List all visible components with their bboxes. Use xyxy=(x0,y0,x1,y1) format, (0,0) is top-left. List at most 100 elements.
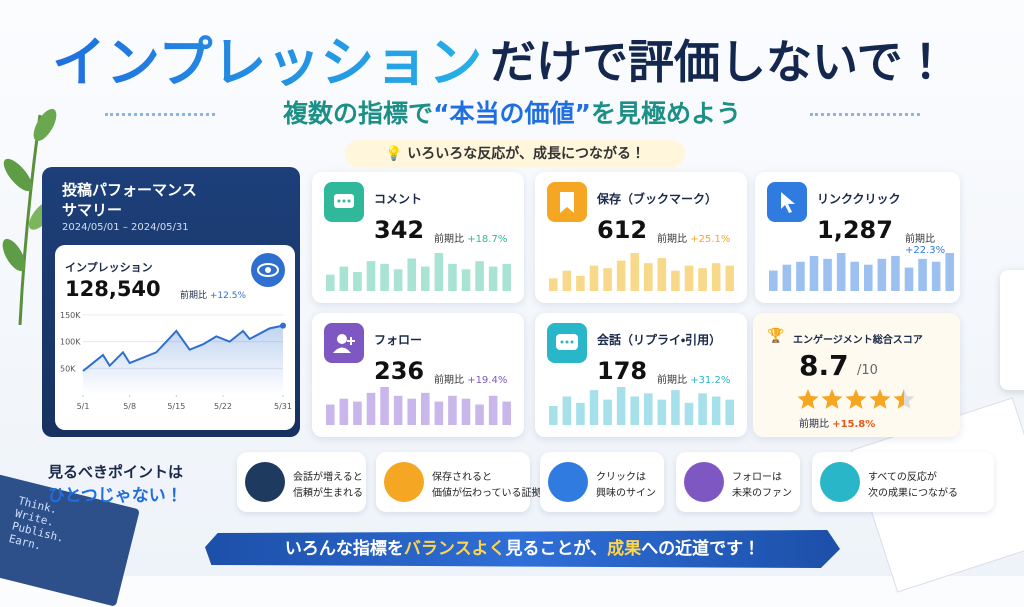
score-value: 8.7 xyxy=(799,349,849,382)
star xyxy=(797,389,819,409)
metric-value: 342 xyxy=(374,216,425,244)
point-icon xyxy=(684,462,724,502)
bar xyxy=(475,261,484,291)
metric-card: リンククリック 1,287 前期比 +22.3% xyxy=(755,172,960,303)
point-text: 価値が伝わっている証拠 xyxy=(432,488,542,499)
line xyxy=(82,324,284,372)
metric-change: 前期比 +25.1% xyxy=(657,230,730,245)
bar xyxy=(421,266,430,291)
bar xyxy=(380,387,389,425)
summary-title: サマリー xyxy=(62,201,123,219)
bar xyxy=(644,393,653,425)
impression-label: インプレッション xyxy=(65,261,153,274)
change-value: +19.4% xyxy=(467,375,508,386)
point-text: すべての反応が xyxy=(868,472,937,483)
bar xyxy=(502,401,511,425)
star xyxy=(821,389,843,409)
point-text: クリックは xyxy=(596,472,646,483)
metric-change: 前期比 +19.4% xyxy=(434,371,507,386)
point-card: 会話が増えると 信頼が生まれる xyxy=(237,452,366,512)
bar xyxy=(326,404,335,425)
change-value: +18.7% xyxy=(467,234,508,245)
footer-text: 指標 xyxy=(352,539,387,559)
bar xyxy=(549,278,558,291)
metric-value: 236 xyxy=(374,357,425,385)
bar xyxy=(711,263,721,291)
metric-icon xyxy=(547,323,587,363)
star xyxy=(869,389,891,409)
star xyxy=(845,389,867,409)
bar xyxy=(380,263,389,291)
bar xyxy=(434,253,444,291)
bar xyxy=(366,392,376,425)
subtitle-text: 複数の指標で xyxy=(283,99,434,128)
tagline-text: いろいろな反応が、成長につながる！ xyxy=(407,146,646,162)
bar xyxy=(589,390,599,425)
summary-card: 投稿パフォーマンス サマリー 2024/05/01 – 2024/05/31 イ… xyxy=(42,167,300,437)
mini-bars xyxy=(549,387,734,425)
score-change: 前期比 +15.8% xyxy=(799,415,875,430)
impression-change: 前期比 +12.5% xyxy=(180,288,246,301)
change-value: +31.2% xyxy=(690,375,731,386)
bar xyxy=(448,263,457,291)
metric-value: 612 xyxy=(597,216,648,244)
footer-text: 見ることが、 xyxy=(505,539,608,559)
x-tick-label: 5/15 xyxy=(167,402,185,411)
bar xyxy=(589,265,599,291)
metric-label: 保存（ブックマーク） xyxy=(597,192,718,206)
x-tick-label: 5/31 xyxy=(274,402,292,411)
bar xyxy=(725,399,734,425)
change-label: 前期比 xyxy=(434,375,464,386)
footer-text: バランスよく xyxy=(403,539,506,559)
score-card: 🏆 エンゲージメント総合スコア 8.7 /10 前期比 +15.8% xyxy=(753,313,960,437)
x-tick-label: 5/8 xyxy=(123,402,136,411)
bar xyxy=(502,263,511,291)
bar xyxy=(725,265,734,291)
bar xyxy=(671,390,680,425)
mini-bars xyxy=(549,253,734,291)
bar xyxy=(684,402,694,425)
period: 2024/05/01 – 2024/05/31 xyxy=(62,222,189,233)
change-label: 前期比 xyxy=(434,234,464,245)
bar xyxy=(576,275,585,291)
bar xyxy=(657,258,667,291)
bar xyxy=(475,404,484,425)
point-text: フォローは xyxy=(732,472,782,483)
area xyxy=(83,325,283,395)
bar xyxy=(931,261,941,291)
mini-bars xyxy=(326,253,511,291)
footer-text: 近道 xyxy=(675,539,710,559)
score-max: /10 xyxy=(857,363,878,378)
metric-card: コメント 342 前期比 +18.7% xyxy=(312,172,524,303)
point-icon xyxy=(548,462,588,502)
bar xyxy=(603,268,612,291)
metric-icon xyxy=(324,182,364,222)
score-label: エンゲージメント総合スコア xyxy=(793,335,923,346)
bar xyxy=(836,253,846,291)
bar xyxy=(796,261,805,291)
bar xyxy=(434,401,444,425)
x-tick-label: 5/1 xyxy=(77,402,90,411)
metric-change: 前期比 +31.2% xyxy=(657,371,730,386)
bar xyxy=(698,268,707,291)
bar xyxy=(603,399,612,425)
footer-text: への xyxy=(641,539,676,559)
bar xyxy=(698,393,707,425)
footer-banner: いろんな指標をバランスよく見ることが、成果への近道です！ xyxy=(205,530,840,568)
x-tick-label: 5/22 xyxy=(214,402,232,411)
point-card: 保存されると 価値が伝わっている証拠 xyxy=(376,452,542,512)
title: だけで評価しないで！ xyxy=(490,35,949,89)
bar xyxy=(850,261,859,291)
bar xyxy=(904,267,914,291)
bar xyxy=(684,265,694,291)
bar xyxy=(877,258,887,291)
bar xyxy=(782,264,792,291)
bar xyxy=(576,402,585,425)
metric-value: 178 xyxy=(597,357,648,385)
metric-card: フォロー 236 前期比 +19.4% xyxy=(312,313,524,437)
metric-label: コメント xyxy=(374,192,423,206)
bar xyxy=(616,260,626,291)
bar xyxy=(393,395,403,425)
point-card: すべての反応が 次の成果につながる xyxy=(812,452,994,512)
point-card: フォローは 未来のファン xyxy=(676,452,800,512)
